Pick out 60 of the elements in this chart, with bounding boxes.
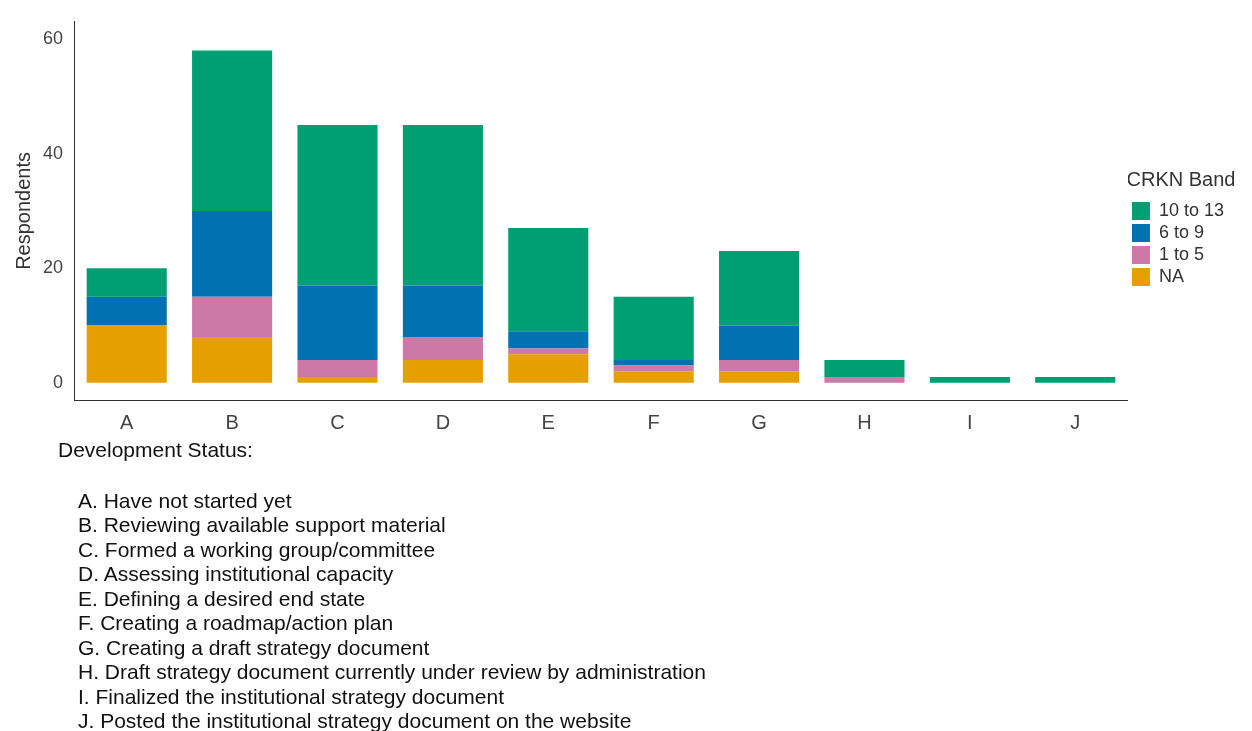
text: H. Draft strategy document currently under review by administration <box>78 660 707 685</box>
x-tick-label: F <box>647 410 660 433</box>
legend-title: CRKN Band <box>1126 167 1236 190</box>
y-tick-label: 20 <box>42 257 64 278</box>
bar <box>719 371 800 383</box>
bar <box>824 377 905 383</box>
bar <box>402 124 483 286</box>
x-tick-label: D <box>435 410 451 433</box>
bar <box>402 336 483 360</box>
bar <box>613 296 694 360</box>
bar <box>192 210 273 297</box>
bar <box>613 371 694 383</box>
bar <box>86 325 167 383</box>
bar <box>86 296 167 326</box>
bar <box>719 325 800 360</box>
x-tick-label: C <box>330 410 345 433</box>
x-tick-label: H <box>857 410 872 433</box>
text: I. Finalized the institutional strategy document <box>78 684 506 709</box>
bar <box>508 228 589 332</box>
bar <box>508 354 589 383</box>
bar <box>402 285 483 337</box>
bar <box>719 359 800 372</box>
x-tick-label: G <box>751 410 767 433</box>
bar <box>613 359 694 366</box>
y-tick-label: 40 <box>42 142 64 163</box>
legend-label: 6 to 9 <box>1158 221 1204 242</box>
bar <box>192 50 273 211</box>
text: E. Defining a desired end state <box>78 586 367 611</box>
text: C. Formed a working group/committee <box>78 537 437 562</box>
text: B. Reviewing available support material <box>78 513 447 538</box>
x-tick-label: J <box>1070 410 1081 433</box>
bar <box>192 336 273 383</box>
x-tick-label: E <box>541 410 555 433</box>
bar <box>824 359 905 378</box>
text: A. Have not started yet <box>78 488 293 513</box>
text: Development Status: <box>58 438 254 463</box>
x-tick-label: A <box>120 410 135 433</box>
bar <box>929 377 1010 383</box>
bar <box>508 348 589 355</box>
bar <box>508 331 589 349</box>
bar <box>719 251 800 326</box>
y-tick-label: 60 <box>42 27 64 48</box>
text: F. Creating a roadmap/action plan <box>78 611 395 636</box>
bar <box>297 124 378 286</box>
bar <box>192 296 273 337</box>
bar <box>297 359 378 378</box>
legend-label: 1 to 5 <box>1158 243 1204 264</box>
text: G. Creating a draft strategy document <box>78 635 431 660</box>
text: D. Assessing institutional capacity <box>78 562 395 587</box>
y-tick-label: 0 <box>53 371 64 392</box>
bar <box>297 285 378 360</box>
bar <box>402 359 483 383</box>
bar <box>1035 377 1116 383</box>
legend-label: NA <box>1158 265 1184 286</box>
x-tick-label: B <box>225 410 239 433</box>
y-axis-title: Respondents <box>11 151 34 270</box>
bar <box>297 377 378 383</box>
legend-label: 10 to 13 <box>1158 199 1225 220</box>
x-tick-label: I <box>967 410 973 433</box>
bar <box>86 268 167 297</box>
